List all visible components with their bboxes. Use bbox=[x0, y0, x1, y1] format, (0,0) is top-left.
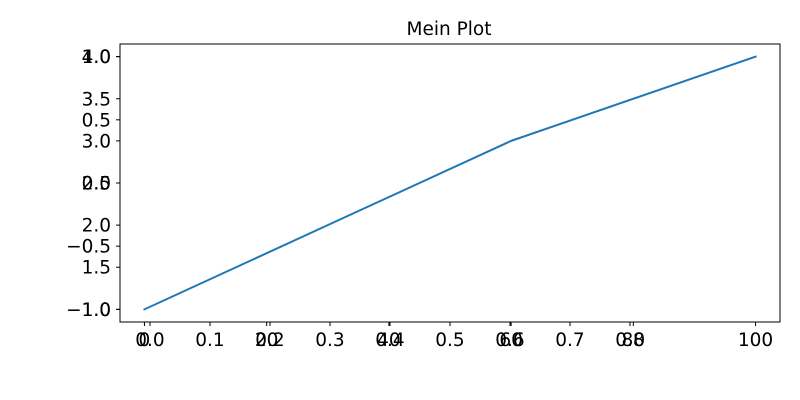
overlay-x-tick-label: 0.8 bbox=[615, 330, 644, 351]
tick-labels: 0.0 0.1 0.2 0.3 0.4 0.5 0.6 0.7 0.8 −1.0 −0.5 0.0 0.… bbox=[66, 47, 773, 351]
overlay-x-tick-label: 0.3 bbox=[315, 330, 344, 351]
x-tick-label: 100 bbox=[738, 330, 773, 351]
plot-frame bbox=[119, 43, 781, 323]
y-tick-label: 3.0 bbox=[82, 131, 111, 152]
x-tick-label: 60 bbox=[499, 330, 523, 351]
overlay-y-tick-label: 0.0 bbox=[82, 174, 111, 195]
overlay-x-tick-label: 0.1 bbox=[195, 330, 224, 351]
overlay-y-tick-label: −0.5 bbox=[66, 237, 111, 258]
overlay-y-tick-label: 1.0 bbox=[82, 47, 111, 68]
overlay-x-tick-label: 0.5 bbox=[435, 330, 464, 351]
chart-title: Mein Plot bbox=[407, 19, 492, 40]
overlay-x-tick-label: 0.6 bbox=[495, 330, 524, 351]
overlay-x-tick-label: 0.7 bbox=[555, 330, 584, 351]
y-tick-label: 1.0 bbox=[82, 300, 111, 321]
y-tick-label: 4.0 bbox=[82, 47, 111, 68]
x-tick-label: 0 bbox=[139, 330, 151, 351]
x-tick-label: 40 bbox=[377, 330, 401, 351]
series-line bbox=[143, 55, 757, 311]
y-tick-label: 2.5 bbox=[82, 174, 111, 195]
overlay-x-tick-label: 0.0 bbox=[135, 330, 164, 351]
overlay-x-tick-label: 0.4 bbox=[375, 330, 404, 351]
series-area bbox=[143, 55, 757, 311]
x-tick-label: 80 bbox=[622, 330, 646, 351]
y-tick-label: 1.5 bbox=[82, 258, 111, 279]
y-tick-label: 2.0 bbox=[82, 216, 111, 237]
y-tick-label: 3.5 bbox=[82, 89, 111, 110]
overlay-x-tick-label: 0.2 bbox=[255, 330, 284, 351]
axis-ticks bbox=[116, 56, 757, 326]
overlay-y-tick-label: 0.5 bbox=[82, 110, 111, 131]
x-tick-label: 20 bbox=[255, 330, 279, 351]
overlay-y-tick-label: −1.0 bbox=[66, 300, 111, 321]
